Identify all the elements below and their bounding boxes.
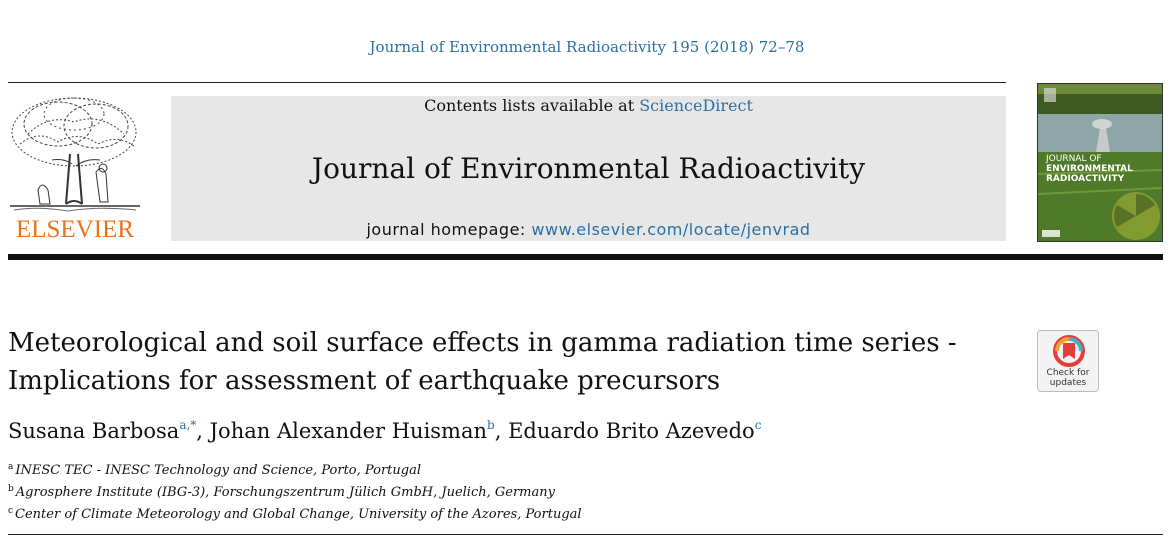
author-affiliation-mark[interactable]: a,* xyxy=(179,418,197,432)
cover-title-line3: RADIOACTIVITY xyxy=(1046,174,1125,184)
sciencedirect-link[interactable]: ScienceDirect xyxy=(639,96,753,115)
contents-prefix: Contents lists available at xyxy=(424,96,640,115)
journal-citation[interactable]: Journal of Environmental Radioactivity 1… xyxy=(0,38,1174,56)
article-title: Meteorological and soil surface effects … xyxy=(8,324,1008,400)
check-for-updates-button[interactable]: Check for updates xyxy=(1037,330,1099,392)
header-divider xyxy=(8,254,1163,260)
affiliation-item: c Center of Climate Meteorology and Globa… xyxy=(8,502,582,524)
journal-title[interactable]: Journal of Environmental Radioactivity xyxy=(311,152,866,185)
journal-cover-image xyxy=(1038,84,1162,241)
cover-title: JOURNAL OF ENVIRONMENTAL RADIOACTIVITY xyxy=(1046,154,1133,184)
journal-homepage: journal homepage: www.elsevier.com/locat… xyxy=(171,220,1006,239)
cover-title-line1: JOURNAL OF xyxy=(1046,154,1102,164)
affiliation-text: Center of Climate Meteorology and Global… xyxy=(15,507,582,522)
contents-availability: Contents lists available at ScienceDirec… xyxy=(171,96,1006,115)
author-separator: , xyxy=(196,419,210,443)
section-divider xyxy=(8,534,1163,535)
journal-cover[interactable]: JOURNAL OF ENVIRONMENTAL RADIOACTIVITY xyxy=(1037,83,1163,242)
header-rule xyxy=(8,82,1006,83)
author-name: Johan Alexander Huisman xyxy=(209,419,488,443)
affiliation-item: b Agrosphere Institute (IBG-3), Forschung… xyxy=(8,480,582,502)
check-updates-line1: Check for xyxy=(1046,368,1090,378)
author-name: Eduardo Brito Azevedo xyxy=(508,419,755,443)
affiliation-mark: a xyxy=(8,462,14,472)
check-updates-icon xyxy=(1053,335,1085,367)
elsevier-logo[interactable]: ELSEVIER xyxy=(8,94,142,244)
affiliation-list: a INESC TEC - INESC Technology and Scienc… xyxy=(8,458,582,524)
article-title-line1: Meteorological and soil surface effects … xyxy=(8,328,957,358)
elsevier-tree-icon xyxy=(10,97,140,212)
affiliation-text: INESC TEC - INESC Technology and Science… xyxy=(15,463,421,478)
elsevier-wordmark: ELSEVIER xyxy=(15,216,135,243)
affiliation-item: a INESC TEC - INESC Technology and Scienc… xyxy=(8,458,582,480)
author-affiliation-mark[interactable]: c xyxy=(754,418,762,432)
author-name: Susana Barbosa xyxy=(8,419,180,443)
affiliation-text: Agrosphere Institute (IBG-3), Forschungs… xyxy=(15,485,555,500)
journal-banner: Contents lists available at ScienceDirec… xyxy=(171,96,1006,241)
author-separator: , xyxy=(494,419,509,443)
author-affiliation-mark[interactable]: b xyxy=(487,418,495,432)
homepage-prefix: journal homepage: xyxy=(366,220,532,239)
article-title-line2: Implications for assessment of earthquak… xyxy=(8,366,721,396)
journal-citation-text[interactable]: Journal of Environmental Radioactivity 1… xyxy=(369,38,805,56)
check-updates-label: Check for updates xyxy=(1038,368,1098,388)
affiliation-mark: c xyxy=(8,506,14,516)
homepage-link[interactable]: www.elsevier.com/locate/jenvrad xyxy=(531,220,811,239)
cover-title-line2: ENVIRONMENTAL xyxy=(1046,164,1133,174)
author-list: Susana Barbosaa,*, Johan Alexander Huism… xyxy=(8,418,761,443)
affiliation-mark: b xyxy=(8,484,14,494)
check-updates-line2: updates xyxy=(1049,378,1087,388)
